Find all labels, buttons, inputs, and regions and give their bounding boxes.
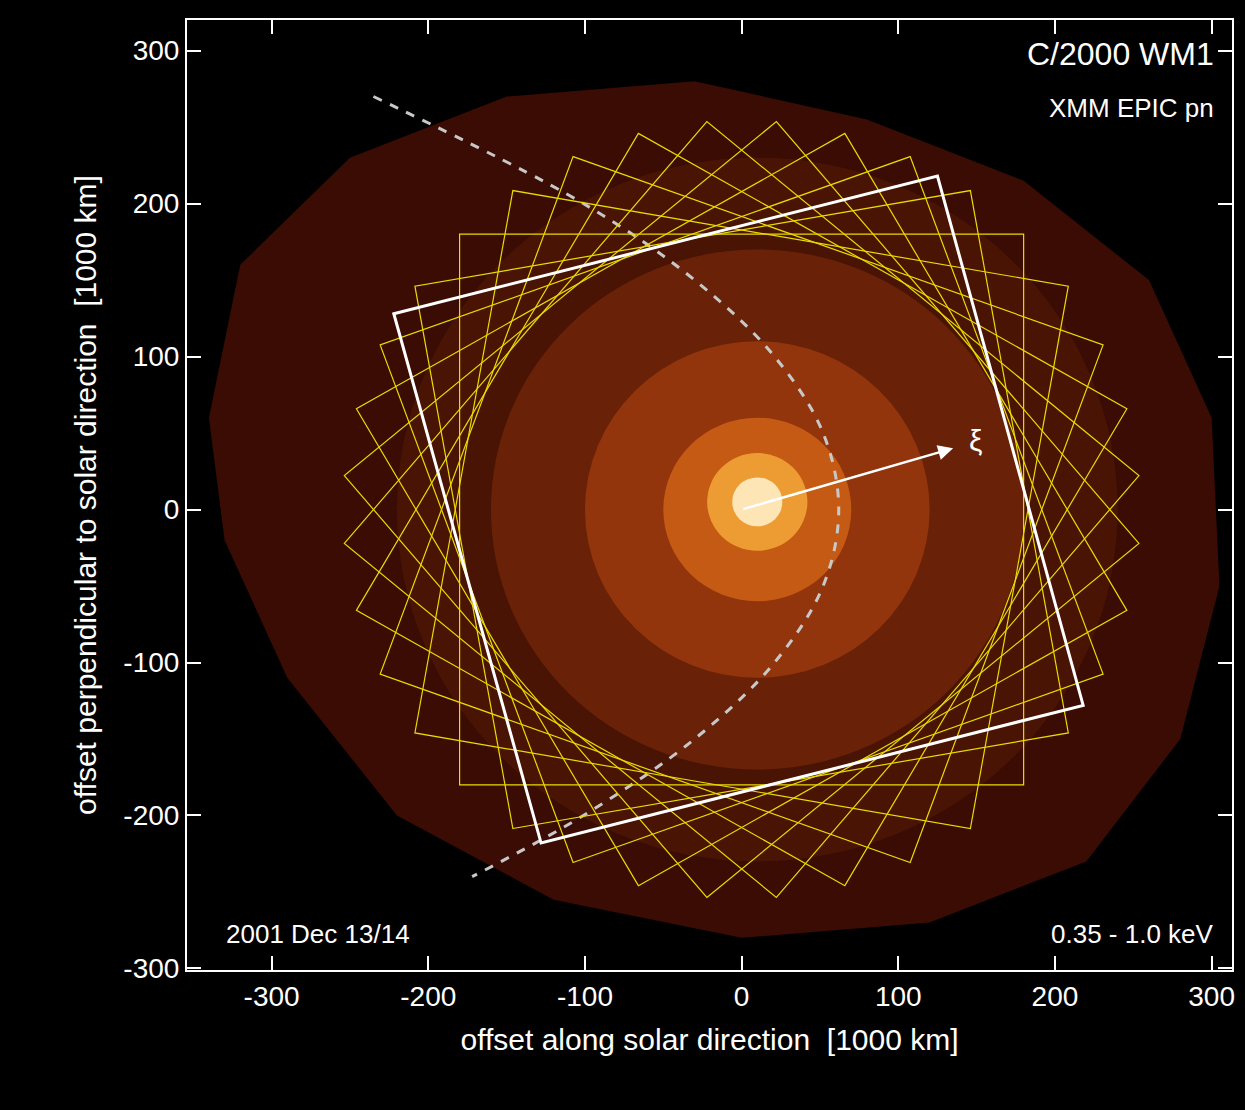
svg-text:100: 100 xyxy=(133,341,180,372)
svg-text:-300: -300 xyxy=(244,981,300,1012)
svg-text:-300: -300 xyxy=(123,953,179,984)
svg-text:200: 200 xyxy=(133,188,180,219)
svg-text:300: 300 xyxy=(133,35,180,66)
svg-text:offset along solar direction: offset along solar direction [1000 km] xyxy=(460,1023,958,1056)
svg-text:0: 0 xyxy=(734,981,750,1012)
svg-text:200: 200 xyxy=(1032,981,1079,1012)
svg-text:C/2000 WM1: C/2000 WM1 xyxy=(1027,36,1214,72)
svg-text:-200: -200 xyxy=(400,981,456,1012)
svg-text:-100: -100 xyxy=(557,981,613,1012)
svg-text:2001 Dec 13/14: 2001 Dec 13/14 xyxy=(226,919,410,949)
svg-text:XMM EPIC pn: XMM EPIC pn xyxy=(1049,93,1214,123)
svg-text:offset perpendicular to solar: offset perpendicular to solar direction … xyxy=(69,175,102,815)
svg-text:-200: -200 xyxy=(123,800,179,831)
svg-text:0: 0 xyxy=(164,494,180,525)
svg-text:-100: -100 xyxy=(123,647,179,678)
svg-text:0.35 - 1.0 keV: 0.35 - 1.0 keV xyxy=(1051,919,1214,949)
svg-text:300: 300 xyxy=(1188,981,1235,1012)
svg-text:ξ: ξ xyxy=(969,424,982,457)
svg-text:100: 100 xyxy=(875,981,922,1012)
